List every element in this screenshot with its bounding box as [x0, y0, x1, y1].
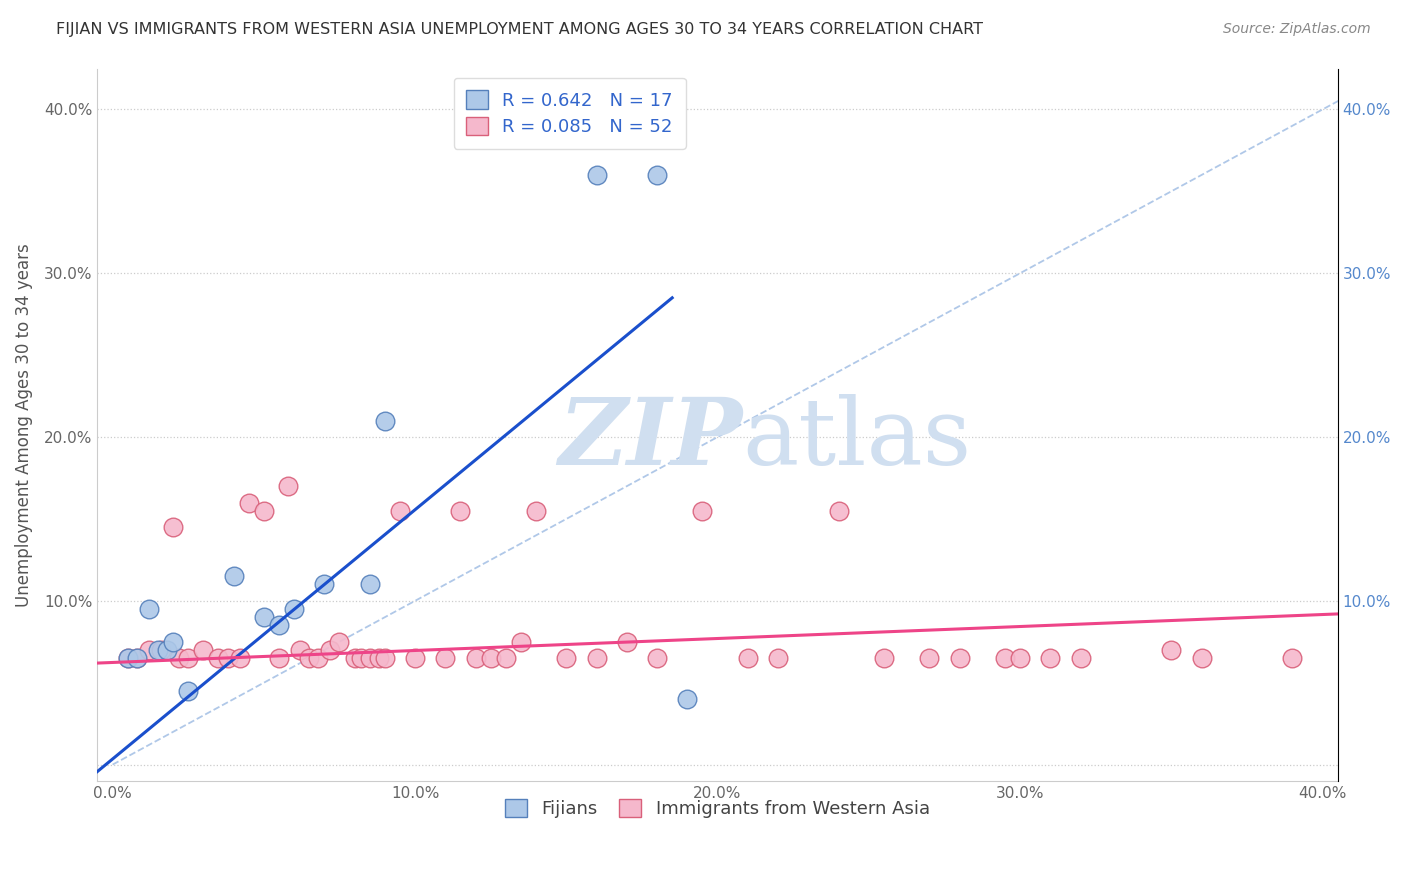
Point — [449, 504, 471, 518]
Point — [167, 651, 190, 665]
Point — [253, 610, 276, 624]
Text: atlas: atlas — [742, 394, 972, 484]
Point — [267, 651, 290, 665]
Point — [150, 643, 173, 657]
Point — [827, 504, 849, 518]
Point — [367, 651, 389, 665]
Point — [645, 651, 668, 665]
Point — [555, 651, 578, 665]
Point — [510, 634, 533, 648]
Point — [319, 643, 342, 657]
Point — [676, 692, 699, 706]
Point — [177, 651, 200, 665]
Point — [737, 651, 759, 665]
Point — [207, 651, 229, 665]
Point — [162, 634, 184, 648]
Point — [524, 504, 547, 518]
Point — [267, 618, 290, 632]
Point — [222, 569, 245, 583]
Point — [162, 520, 184, 534]
Point — [138, 602, 160, 616]
Point — [193, 643, 215, 657]
Point — [314, 577, 336, 591]
Point — [1008, 651, 1031, 665]
Point — [298, 651, 321, 665]
Point — [873, 651, 896, 665]
Point — [217, 651, 239, 665]
Point — [645, 168, 668, 182]
Point — [253, 504, 276, 518]
Point — [1160, 643, 1182, 657]
Point — [692, 504, 714, 518]
Point — [283, 602, 305, 616]
Point — [117, 651, 139, 665]
Point — [374, 651, 396, 665]
Point — [388, 504, 411, 518]
Point — [918, 651, 941, 665]
Text: Source: ZipAtlas.com: Source: ZipAtlas.com — [1223, 22, 1371, 37]
Point — [343, 651, 366, 665]
Point — [1039, 651, 1062, 665]
Point — [156, 643, 179, 657]
Point — [177, 684, 200, 698]
Point — [1191, 651, 1213, 665]
Point — [1281, 651, 1303, 665]
Point — [1070, 651, 1092, 665]
Point — [125, 651, 148, 665]
Point — [948, 651, 970, 665]
Point — [994, 651, 1017, 665]
Point — [404, 651, 426, 665]
Legend: Fijians, Immigrants from Western Asia: Fijians, Immigrants from Western Asia — [498, 791, 936, 825]
Text: FIJIAN VS IMMIGRANTS FROM WESTERN ASIA UNEMPLOYMENT AMONG AGES 30 TO 34 YEARS CO: FIJIAN VS IMMIGRANTS FROM WESTERN ASIA U… — [56, 22, 983, 37]
Point — [359, 577, 381, 591]
Point — [277, 479, 299, 493]
Point — [495, 651, 517, 665]
Point — [374, 414, 396, 428]
Point — [125, 651, 148, 665]
Point — [585, 168, 607, 182]
Point — [146, 643, 169, 657]
Point — [464, 651, 486, 665]
Point — [238, 495, 260, 509]
Point — [359, 651, 381, 665]
Point — [307, 651, 329, 665]
Point — [117, 651, 139, 665]
Point — [349, 651, 371, 665]
Point — [288, 643, 311, 657]
Text: ZIP: ZIP — [558, 394, 742, 484]
Point — [479, 651, 502, 665]
Point — [766, 651, 789, 665]
Point — [616, 634, 638, 648]
Point — [228, 651, 250, 665]
Y-axis label: Unemployment Among Ages 30 to 34 years: Unemployment Among Ages 30 to 34 years — [15, 243, 32, 607]
Point — [138, 643, 160, 657]
Point — [328, 634, 350, 648]
Point — [585, 651, 607, 665]
Point — [434, 651, 457, 665]
